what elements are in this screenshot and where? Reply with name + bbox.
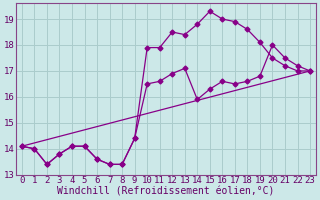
X-axis label: Windchill (Refroidissement éolien,°C): Windchill (Refroidissement éolien,°C) <box>57 187 275 197</box>
